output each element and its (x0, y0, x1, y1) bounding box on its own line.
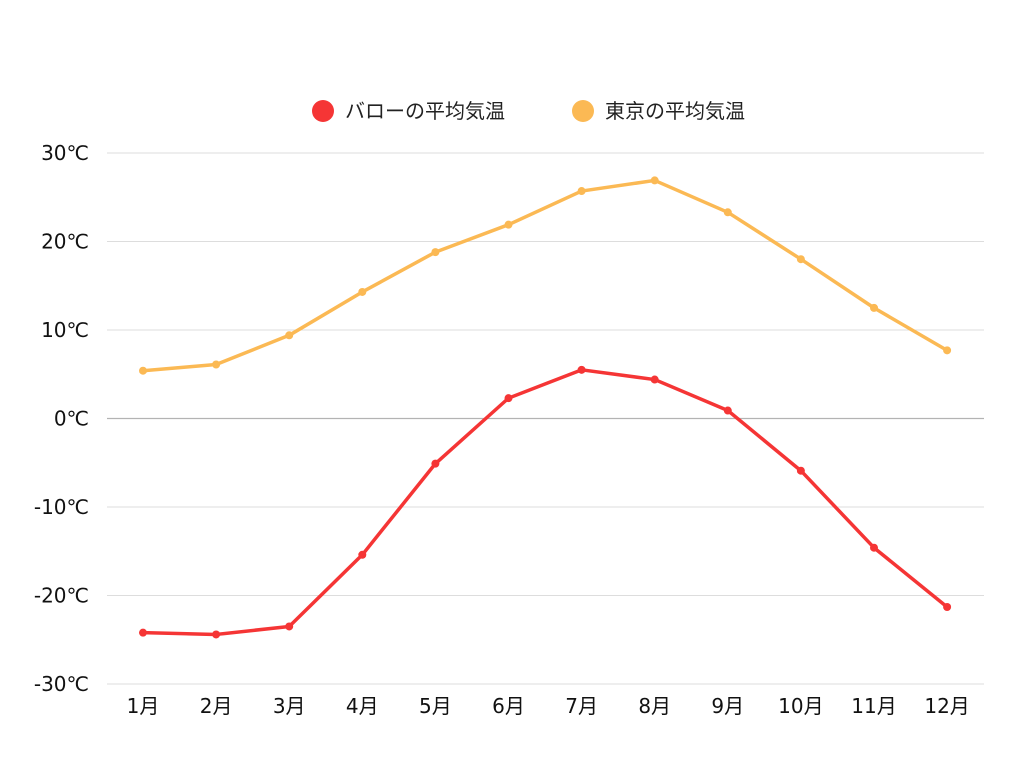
x-tick-label: 6月 (492, 694, 525, 718)
series-line (141, 178, 949, 373)
data-point[interactable] (943, 603, 952, 612)
y-tick-label: -10℃ (34, 495, 89, 519)
data-point[interactable] (139, 366, 147, 375)
data-point[interactable] (504, 394, 513, 403)
data-point[interactable] (650, 375, 659, 384)
series-line (141, 368, 949, 637)
x-tick-label: 8月 (638, 694, 671, 718)
data-point[interactable] (723, 406, 732, 415)
data-point[interactable] (358, 550, 367, 559)
data-point[interactable] (358, 287, 367, 296)
x-tick-label: 1月 (127, 694, 160, 718)
data-point[interactable] (431, 459, 440, 468)
data-point[interactable] (723, 208, 732, 217)
legend-label: 東京の平均気温 (605, 99, 745, 123)
series-lines (139, 176, 952, 639)
series-1 (139, 365, 952, 639)
data-point[interactable] (870, 543, 878, 552)
y-tick-label: 0℃ (54, 407, 89, 431)
y-tick-label: -30℃ (34, 672, 89, 696)
data-point[interactable] (577, 187, 586, 196)
y-axis-tick-labels: 30℃ 20℃ 10℃ 0℃ -10℃ -20℃ -30℃ (34, 141, 89, 696)
y-tick-label: 10℃ (41, 318, 89, 342)
y-tick-label: 20℃ (41, 230, 89, 254)
data-point[interactable] (796, 255, 805, 264)
legend-item[interactable]: 東京の平均気温 (572, 99, 745, 123)
x-tick-label: 9月 (711, 694, 744, 718)
data-point[interactable] (212, 360, 221, 369)
data-point[interactable] (577, 365, 586, 374)
data-point[interactable] (504, 220, 513, 229)
grid-lines (107, 152, 984, 685)
x-tick-label: 3月 (273, 694, 306, 718)
x-axis-tick-labels: 1月 2月 3月 4月 5月 6月 7月 8月 9月 10月 11月 12月 (127, 694, 970, 718)
legend-label: バローの平均気温 (345, 99, 505, 123)
y-tick-label: -20℃ (34, 584, 89, 608)
data-point[interactable] (943, 346, 952, 355)
x-tick-label: 7月 (565, 694, 598, 718)
legend[interactable]: バローの平均気温 東京の平均気温 (312, 99, 745, 123)
data-point[interactable] (285, 622, 294, 631)
legend-marker (312, 100, 334, 122)
data-point[interactable] (285, 331, 294, 340)
data-point[interactable] (431, 248, 440, 257)
x-tick-label: 11月 (851, 694, 896, 718)
data-point[interactable] (796, 466, 805, 475)
x-tick-label: 4月 (346, 694, 379, 718)
data-point[interactable] (870, 303, 878, 312)
data-point[interactable] (212, 630, 221, 639)
legend-marker (572, 100, 594, 122)
x-tick-label: 12月 (924, 694, 969, 718)
data-point[interactable] (139, 628, 147, 637)
legend-item[interactable]: バローの平均気温 (312, 99, 505, 123)
series-2 (139, 176, 952, 375)
y-tick-label: 30℃ (41, 141, 89, 165)
data-point[interactable] (650, 176, 659, 185)
x-tick-label: 5月 (419, 694, 452, 718)
x-tick-label: 2月 (200, 694, 233, 718)
x-tick-label: 10月 (778, 694, 823, 718)
